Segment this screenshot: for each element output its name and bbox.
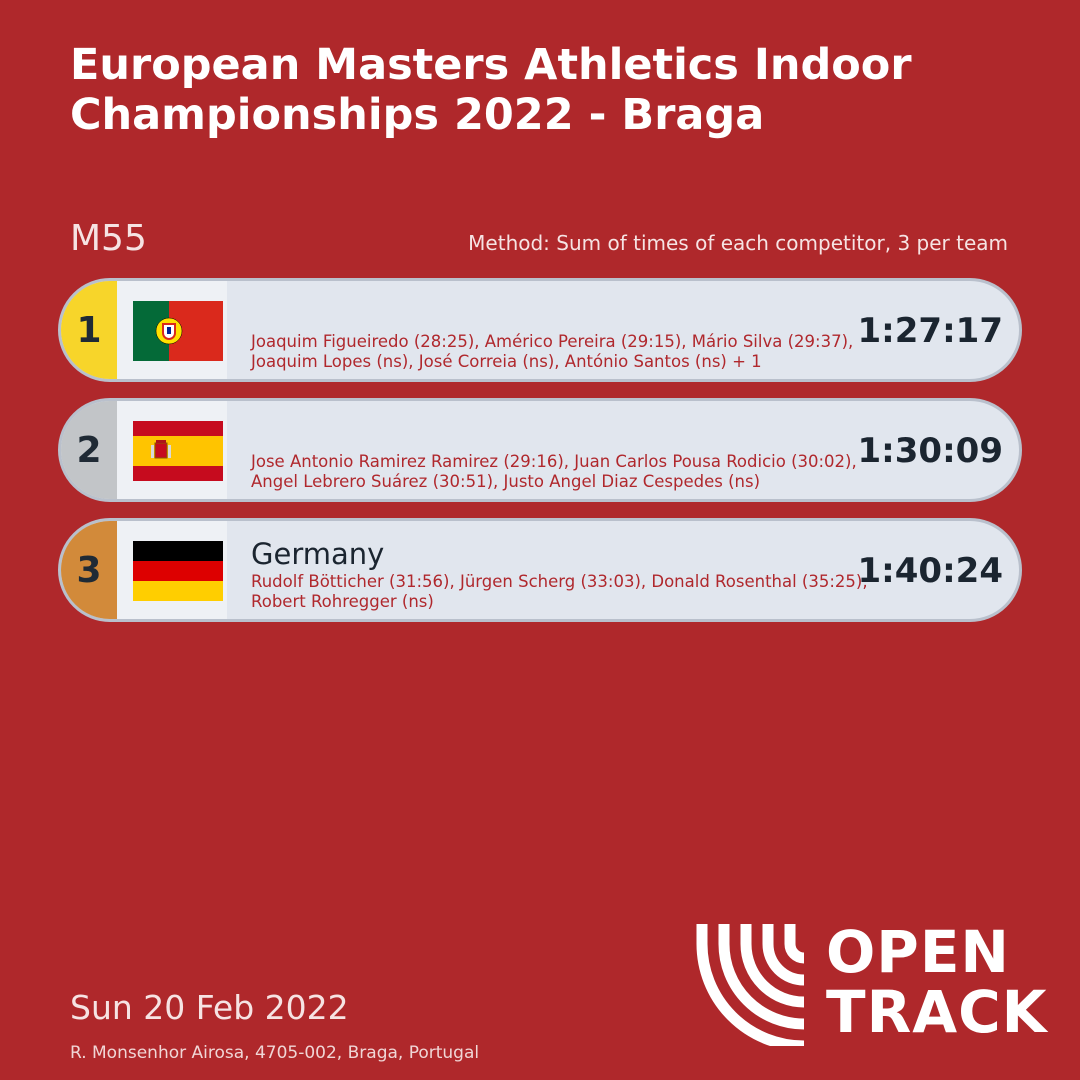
portugal-flag-icon: [133, 301, 223, 361]
logo-line-1: OPEN: [826, 918, 1010, 986]
athletes-list: Jose Antonio Ramirez Ramirez (29:16), Ju…: [251, 452, 857, 491]
event-address: R. Monsenhor Airosa, 4705-002, Braga, Po…: [70, 1043, 480, 1063]
athletes-list: Joaquim Figueiredo (28:25), Américo Pere…: [251, 332, 854, 371]
method-label: Method: Sum of times of each competitor,…: [468, 231, 1008, 255]
rank-badge: 1: [61, 281, 117, 379]
title-line-2: Championships 2022 - Braga: [70, 90, 765, 140]
category-label: M55: [70, 218, 147, 259]
track-lanes-icon: [694, 924, 814, 1052]
team-time: 1:27:17: [857, 311, 1003, 351]
result-row[interactable]: 1 Joaquim Figueiredo (28:25), Américo Pe…: [58, 278, 1022, 382]
results-list: 1 Joaquim Figueiredo (28:25), Américo Pe…: [58, 278, 1022, 638]
flag-cell: [117, 281, 227, 379]
result-row[interactable]: 2 Jose Antonio Ramirez Ramirez (29:16), …: [58, 398, 1022, 502]
event-date: Sun 20 Feb 2022: [70, 988, 349, 1027]
team-name: Germany: [251, 537, 385, 571]
spain-flag-icon: [133, 421, 223, 481]
flag-cell: [117, 521, 227, 619]
rank-badge: 2: [61, 401, 117, 499]
flag-cell: [117, 401, 227, 499]
logo-line-2: TRACK: [826, 978, 1048, 1046]
opentrack-logo: OPEN TRACK: [694, 922, 1047, 1052]
germany-flag-icon: [133, 541, 223, 601]
team-time: 1:30:09: [857, 431, 1003, 471]
logo-wordmark: OPEN TRACK: [826, 922, 1048, 1042]
title-line-1: European Masters Athletics Indoor: [70, 40, 912, 90]
team-time: 1:40:24: [857, 551, 1003, 591]
rank-badge: 3: [61, 521, 117, 619]
page-title: European Masters Athletics Indoor Champi…: [70, 40, 970, 140]
result-row[interactable]: 3 Germany Rudolf Bötticher (31:56), Jürg…: [58, 518, 1022, 622]
athletes-list: Rudolf Bötticher (31:56), Jürgen Scherg …: [251, 572, 868, 611]
